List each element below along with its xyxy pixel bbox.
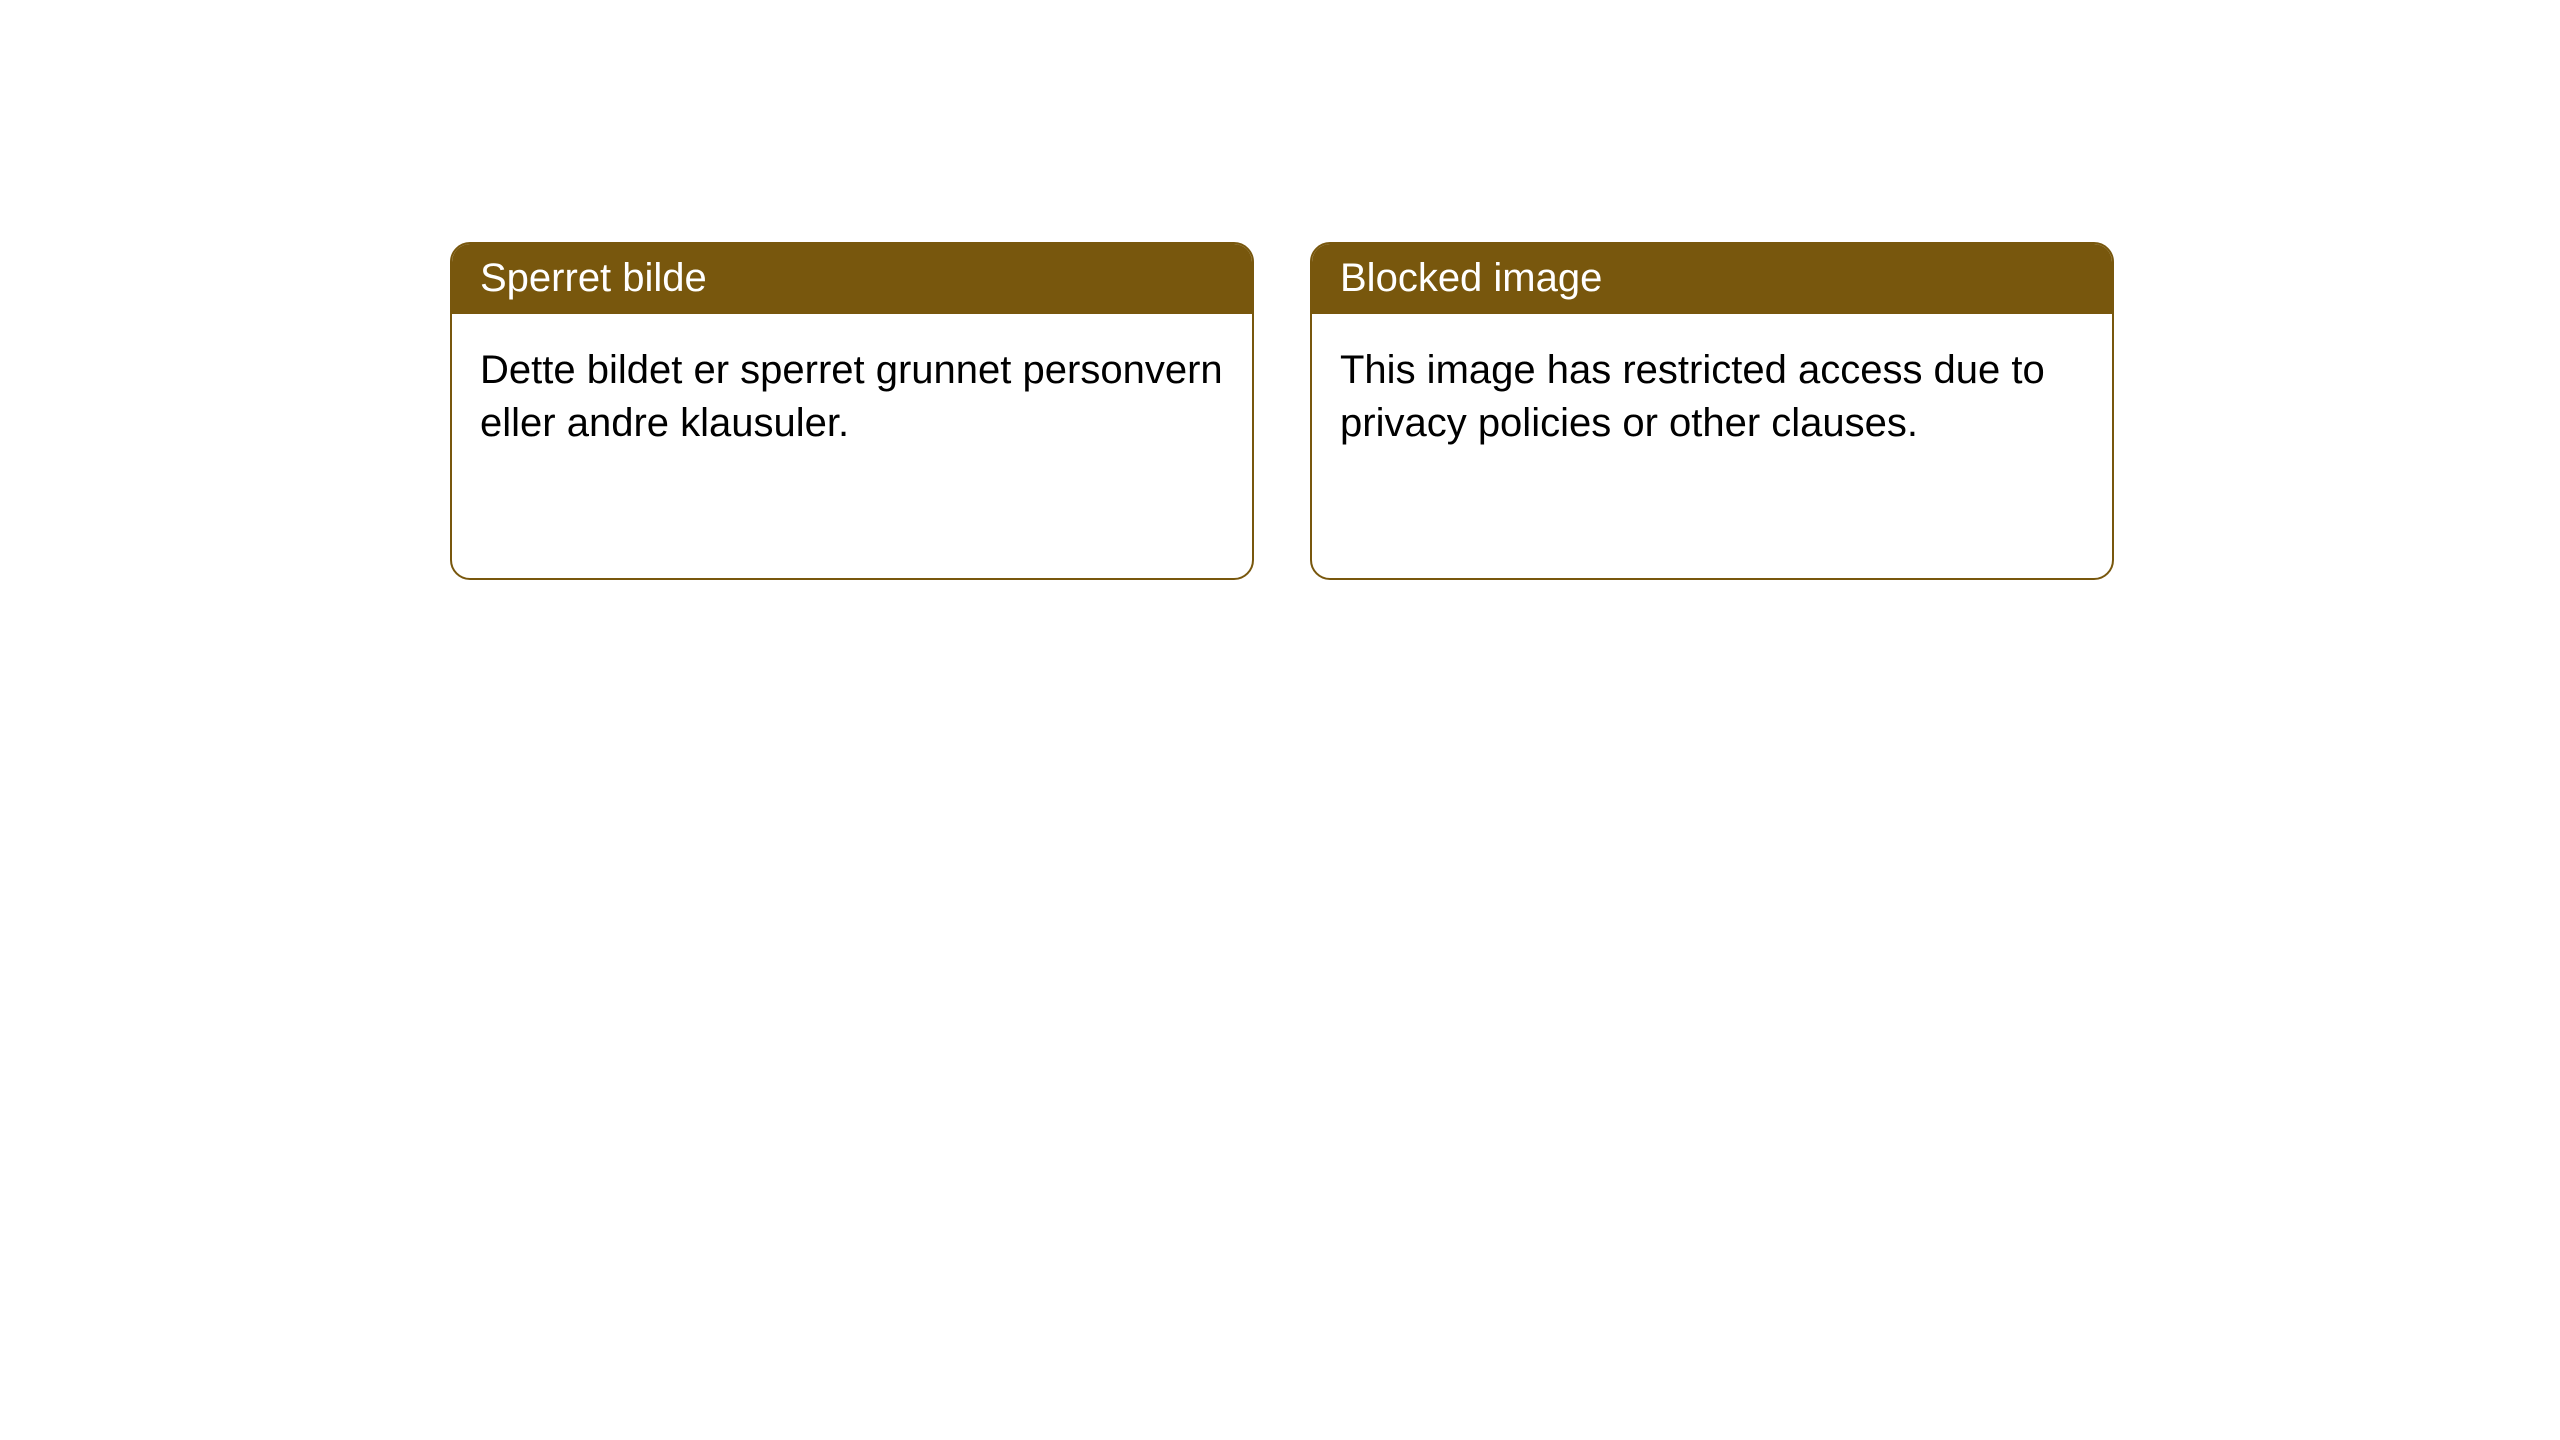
notice-card-norwegian: Sperret bilde Dette bildet er sperret gr… — [450, 242, 1254, 580]
notice-body-english: This image has restricted access due to … — [1312, 314, 2112, 480]
notice-body-norwegian: Dette bildet er sperret grunnet personve… — [452, 314, 1252, 480]
notice-container: Sperret bilde Dette bildet er sperret gr… — [450, 242, 2114, 580]
notice-title-norwegian: Sperret bilde — [452, 244, 1252, 314]
notice-title-english: Blocked image — [1312, 244, 2112, 314]
notice-card-english: Blocked image This image has restricted … — [1310, 242, 2114, 580]
